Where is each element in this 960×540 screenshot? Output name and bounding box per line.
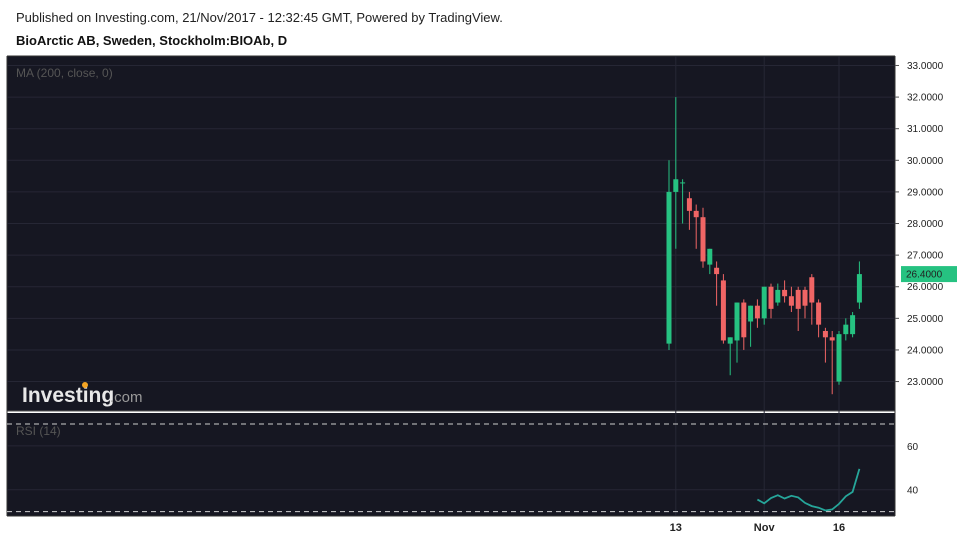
price-grid [7,56,895,516]
candle-body [836,334,842,382]
candle-body [843,324,849,335]
candle-body [680,182,686,184]
time-tick-label: Nov [754,522,776,534]
ma-indicator-label[interactable]: MA (200, close, 0) [16,66,113,80]
price-tick-label: 30.0000 [907,156,944,167]
rsi-tick-label: 60 [907,442,919,453]
candle-body [809,277,815,303]
candle-body [822,330,828,338]
price-tick-label: 33.0000 [907,61,944,72]
last-price-label: 26.4000 [906,270,943,281]
rsi-indicator-label[interactable]: RSI (14) [16,424,61,438]
price-tick-label: 31.0000 [907,124,944,135]
price-tick-label: 25.0000 [907,314,944,325]
candle-body [850,315,856,335]
candle-body [782,289,788,297]
candle-body [829,337,835,341]
price-tick-label: 28.0000 [907,219,944,230]
candle-body [754,305,760,319]
rsi-pane-background [7,413,895,516]
rsi-tick-label: 40 [907,486,919,497]
candle-body [673,179,679,192]
time-tick-label: 13 [670,522,682,534]
price-tick-label: 32.0000 [907,93,944,104]
published-info: Published on Investing.com, 21/Nov/2017 … [16,10,503,25]
price-tick-label: 26.0000 [907,282,944,293]
candle-body [734,302,740,341]
watermark-dot [82,382,88,388]
price-tick-label: 24.0000 [907,345,944,356]
candle-body [761,286,767,319]
candles [666,97,862,395]
candle-body [741,302,747,338]
time-axis: 13 Nov 16 [670,522,845,534]
price-tick-label: 27.0000 [907,251,944,262]
candle-body [686,198,692,211]
candle-body [802,289,808,306]
price-tick-label: 29.0000 [907,187,944,198]
candle-body [748,305,754,322]
svg-text:.com: .com [110,389,143,406]
price-axis: 23.0000 24.0000 25.0000 26.0000 27.0000 28.00… [895,61,957,388]
candle-body [775,289,781,303]
symbol-title: BioArctic AB, Sweden, Stockholm:BIOAb, D [16,33,288,48]
candle-body [693,210,699,218]
candle-body [795,289,801,309]
rsi-line [756,468,861,512]
candle-body [700,217,706,262]
investing-watermark: Investing .com [22,382,143,407]
candle-body [714,267,720,275]
svg-text:Investing: Investing [22,384,114,407]
last-price-badge [901,266,957,283]
candle-body [666,191,672,344]
candle-body [788,296,794,306]
candle-body [768,286,774,309]
price-tick-label: 23.0000 [907,377,944,388]
rsi-series [756,468,861,512]
rsi-grid [7,423,895,513]
time-tick-label: 16 [833,522,845,534]
candle-body [856,274,862,303]
price-pane-background [7,56,895,411]
candle-body [720,280,726,341]
candle-body [816,302,822,325]
candle-body [727,337,733,344]
candle-body [707,248,713,265]
rsi-axis: 40 60 [907,442,919,497]
